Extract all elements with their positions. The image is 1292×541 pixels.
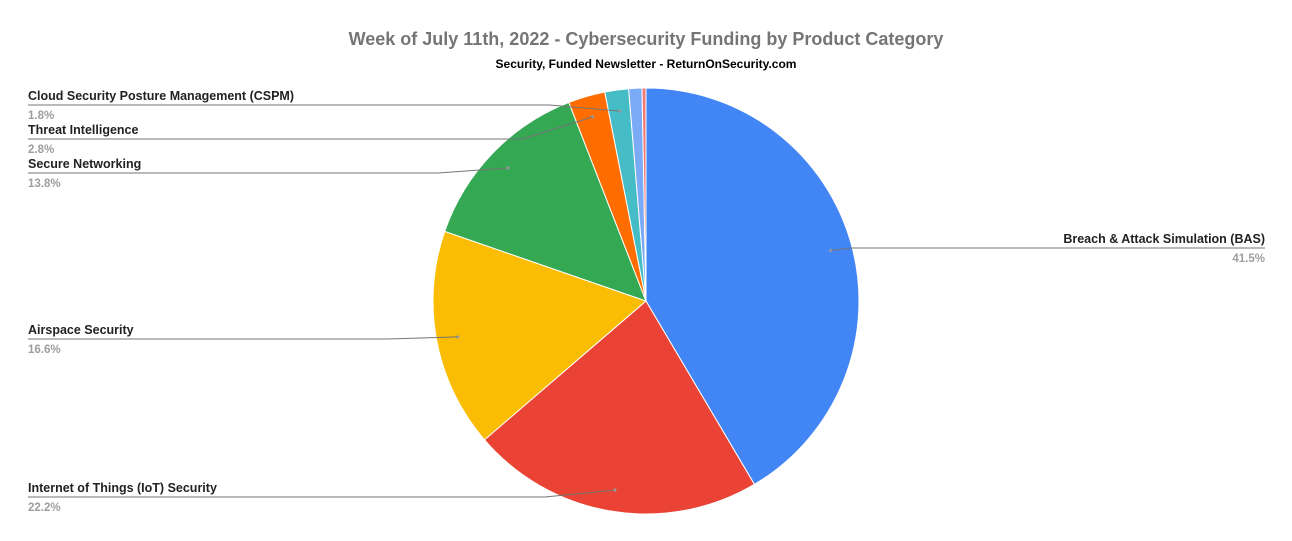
chart-subtitle: Security, Funded Newsletter - ReturnOnSe… <box>496 57 797 71</box>
slice-percent-breach-attack-simulation-bas: 41.5% <box>1232 253 1265 265</box>
slice-label-internet-of-things-iot-security: Internet of Things (IoT) Security <box>28 481 217 495</box>
leader-line-threat-intelligence <box>28 116 593 140</box>
chart-title: Week of July 11th, 2022 - Cybersecurity … <box>349 29 944 49</box>
slice-label-threat-intelligence: Threat Intelligence <box>28 123 138 137</box>
slice-label-airspace-security: Airspace Security <box>28 323 134 337</box>
slice-percent-threat-intelligence: 2.8% <box>28 144 54 156</box>
pie-slice-unlabeled-7 <box>641 87 647 302</box>
slice-percent-internet-of-things-iot-security: 22.2% <box>28 502 61 514</box>
slice-percent-cloud-security-posture-management-cspm: 1.8% <box>28 110 54 122</box>
pie-slice-breach-attack-simulation-bas <box>645 87 860 486</box>
leader-line-secure-networking <box>28 167 508 174</box>
leader-lines <box>28 104 1265 498</box>
leader-line-airspace-security <box>28 336 458 340</box>
leader-dot-threat-intelligence <box>590 115 595 119</box>
pie-slice-internet-of-things-iot-security <box>483 300 756 515</box>
slice-percent-airspace-security: 16.6% <box>28 344 61 356</box>
leader-dot-secure-networking <box>506 166 510 170</box>
pie-slice-secure-networking <box>444 101 647 302</box>
slice-label-cloud-security-posture-management-cspm: Cloud Security Posture Management (CSPM) <box>28 89 294 103</box>
leader-line-cloud-security-posture-management-cspm <box>28 104 620 112</box>
slice-percent-secure-networking: 13.8% <box>28 178 61 190</box>
leader-line-internet-of-things-iot-security <box>28 489 615 498</box>
slice-label-breach-attack-simulation-bas: Breach & Attack Simulation (BAS) <box>1063 232 1265 246</box>
leader-line-breach-attack-simulation-bas <box>830 247 1265 251</box>
slice-labels: Breach & Attack Simulation (BAS) 41.5% Int… <box>28 89 1265 514</box>
pie-slices <box>432 87 860 515</box>
pie-slice-airspace-security <box>432 230 647 441</box>
leader-dot-internet-of-things-iot-security <box>613 488 617 492</box>
slice-label-secure-networking: Secure Networking <box>28 157 141 171</box>
